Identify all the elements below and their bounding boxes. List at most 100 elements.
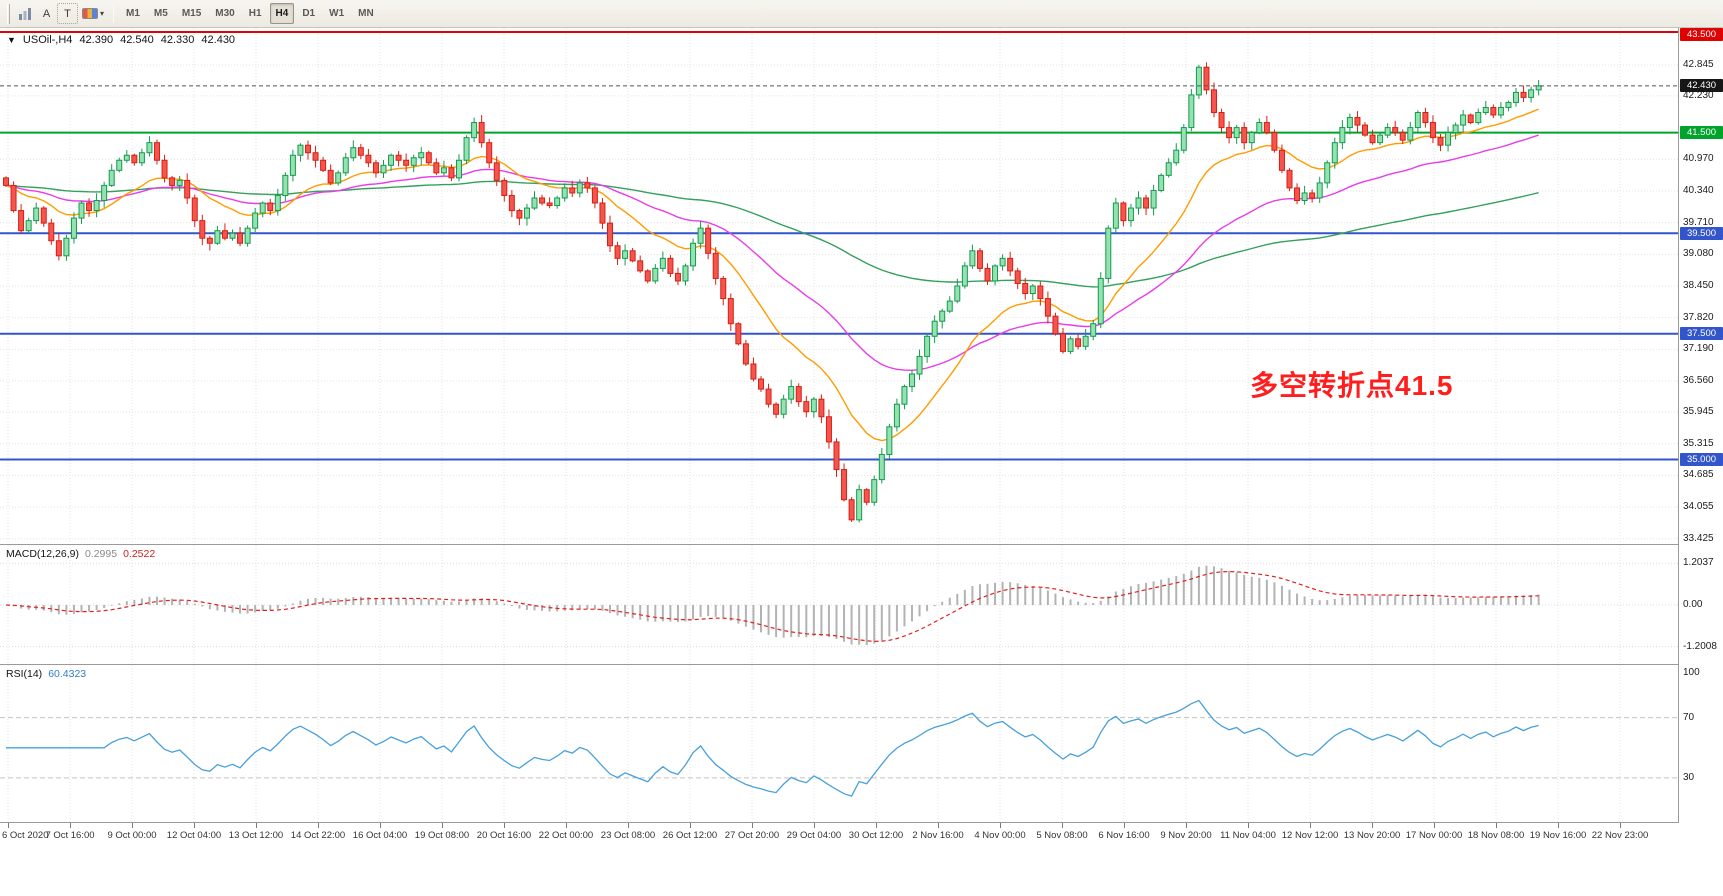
price-axis-badge: 42.430 xyxy=(1680,79,1723,93)
time-axis-label: 11 Nov 04:00 xyxy=(1220,830,1276,841)
time-axis-tick xyxy=(1620,823,1621,828)
price-axis-label: 37.820 xyxy=(1683,311,1714,323)
time-axis-label: 20 Oct 16:00 xyxy=(476,830,532,841)
price-axis-label: 39.710 xyxy=(1683,216,1714,228)
time-axis-tick xyxy=(442,823,443,828)
time-axis-label: 22 Nov 23:00 xyxy=(1591,830,1649,841)
time-axis-label: 12 Nov 12:00 xyxy=(1281,830,1339,841)
rsi-label: RSI(14) 60.4323 xyxy=(6,668,86,680)
time-axis-tick xyxy=(814,823,815,828)
price-axis-label: 35.945 xyxy=(1683,405,1714,417)
time-axis-label: 13 Oct 12:00 xyxy=(228,830,284,841)
text-label-tool-button[interactable]: T xyxy=(57,3,78,24)
one-click-trading-icon[interactable]: ▼ xyxy=(7,35,16,45)
time-axis-label: 4 Nov 00:00 xyxy=(974,830,1026,841)
price-axis-badge: 37.500 xyxy=(1680,327,1723,341)
price-pane[interactable] xyxy=(0,28,1678,545)
macd-axis-label: 1.2037 xyxy=(1683,557,1714,569)
ohlc-close: 42.430 xyxy=(201,34,236,46)
timeframe-button-m15[interactable]: M15 xyxy=(176,3,207,24)
time-axis[interactable]: 6 Oct 2020 7 Oct 16:00 9 Oct 00:00 12 Oct 0… xyxy=(0,823,1678,849)
price-axis-label: 37.190 xyxy=(1683,343,1714,355)
price-axis-label: 34.685 xyxy=(1683,469,1714,481)
time-axis-label: 26 Oct 12:00 xyxy=(662,830,718,841)
macd-signal-line xyxy=(5,570,1539,643)
rsi-value: 60.4323 xyxy=(48,668,87,680)
moving-average-medium xyxy=(5,134,1539,372)
time-axis-tick xyxy=(256,823,257,828)
timeframe-button-m1[interactable]: M1 xyxy=(120,3,146,24)
time-axis-tick xyxy=(1062,823,1063,828)
macd-pane[interactable] xyxy=(0,545,1678,665)
time-axis-tick xyxy=(8,823,9,828)
price-axis[interactable]: 42.845 42.230 40.970 40.340 39.710 39.080 38.4… xyxy=(1678,28,1723,823)
macd-axis-label: 0.00 xyxy=(1683,599,1703,610)
time-axis-tick xyxy=(194,823,195,828)
time-axis-tick xyxy=(1124,823,1125,828)
timeframe-button-m30[interactable]: M30 xyxy=(209,3,240,24)
rsi-axis-label: 100 xyxy=(1683,666,1700,678)
colors-button[interactable]: ▾ xyxy=(78,3,108,24)
rsi-levels xyxy=(0,717,1678,779)
time-axis-label: 16 Oct 04:00 xyxy=(352,830,408,841)
timeframe-button-h1[interactable]: H1 xyxy=(243,3,268,24)
time-axis-label: 29 Oct 04:00 xyxy=(786,830,842,841)
time-axis-label: 6 Oct 2020 xyxy=(2,830,49,841)
time-axis-tick xyxy=(1496,823,1497,828)
chart-annotation[interactable]: 多空转折点41.5 xyxy=(1250,370,1454,401)
time-axis-label: 9 Oct 00:00 xyxy=(107,830,157,841)
ohlc-high: 42.540 xyxy=(120,34,154,46)
price-axis-label: 36.560 xyxy=(1683,375,1714,387)
chart-area: 42.845 42.230 40.970 40.340 39.710 39.080 38.4… xyxy=(0,28,1723,896)
time-axis-tick xyxy=(1434,823,1435,828)
moving-average-slow xyxy=(5,180,1539,288)
pane-divider[interactable] xyxy=(0,544,1723,545)
time-axis-tick xyxy=(1186,823,1187,828)
price-axis-label: 34.055 xyxy=(1683,501,1714,513)
time-axis-tick xyxy=(1372,823,1373,828)
toolbar-separator xyxy=(113,4,115,23)
macd-grid xyxy=(0,562,1678,648)
timeframe-button-h4[interactable]: H4 xyxy=(269,3,295,24)
time-axis-label: 2 Nov 16:00 xyxy=(912,830,964,841)
rsi-pane[interactable] xyxy=(0,665,1678,823)
time-axis-tick xyxy=(690,823,691,828)
time-axis-label: 13 Nov 20:00 xyxy=(1343,830,1401,841)
symbol-period-label: USOil-,H4 xyxy=(22,34,73,46)
timeframe-button-d1[interactable]: D1 xyxy=(296,3,321,24)
timeframe-button-w1[interactable]: W1 xyxy=(323,3,350,24)
vertical-gridlines xyxy=(7,665,1621,823)
rsi-name: RSI(14) xyxy=(6,668,43,680)
price-axis-label: 35.315 xyxy=(1683,437,1714,449)
pane-divider[interactable] xyxy=(0,822,1723,823)
time-axis-tick xyxy=(938,823,939,828)
text-tool-button[interactable]: A xyxy=(36,3,57,24)
time-axis-tick xyxy=(628,823,629,828)
rsi-axis-label: 30 xyxy=(1683,771,1695,783)
price-axis-label: 40.340 xyxy=(1683,184,1714,196)
time-axis-label: 19 Oct 08:00 xyxy=(414,830,470,841)
time-axis-label: 30 Oct 12:00 xyxy=(848,830,904,841)
time-axis-label: 14 Oct 22:00 xyxy=(290,830,346,841)
time-axis-tick xyxy=(70,823,71,828)
time-axis-tick xyxy=(1558,823,1559,828)
chart-header: ▼ USOil-,H4 42.390 42.540 42.330 42.430 xyxy=(7,34,235,46)
timeframe-button-mn[interactable]: MN xyxy=(352,3,380,24)
time-axis-label: 9 Nov 20:00 xyxy=(1160,830,1212,841)
time-axis-label: 22 Oct 00:00 xyxy=(538,830,594,841)
macd-histogram xyxy=(12,565,1540,646)
time-axis-tick xyxy=(752,823,753,828)
toolbar-grip[interactable] xyxy=(7,3,10,24)
time-axis-label: 17 Nov 00:00 xyxy=(1405,830,1463,841)
timeframe-button-m5[interactable]: M5 xyxy=(148,3,174,24)
time-axis-label: 18 Nov 08:00 xyxy=(1467,830,1525,841)
chart-window-button[interactable] xyxy=(14,3,36,24)
toolbar: A T ▾ M1 M5 M15 M30 H1 H4 D1 W1 MN xyxy=(0,0,1723,28)
macd-axis-label: -1.2008 xyxy=(1683,640,1717,652)
macd-signal-value: 0.2522 xyxy=(123,548,156,560)
price-axis-label: 33.425 xyxy=(1683,532,1714,544)
pane-divider[interactable] xyxy=(0,664,1723,665)
crayons-icon xyxy=(82,8,98,19)
time-axis-tick xyxy=(1310,823,1311,828)
time-axis-tick xyxy=(876,823,877,828)
